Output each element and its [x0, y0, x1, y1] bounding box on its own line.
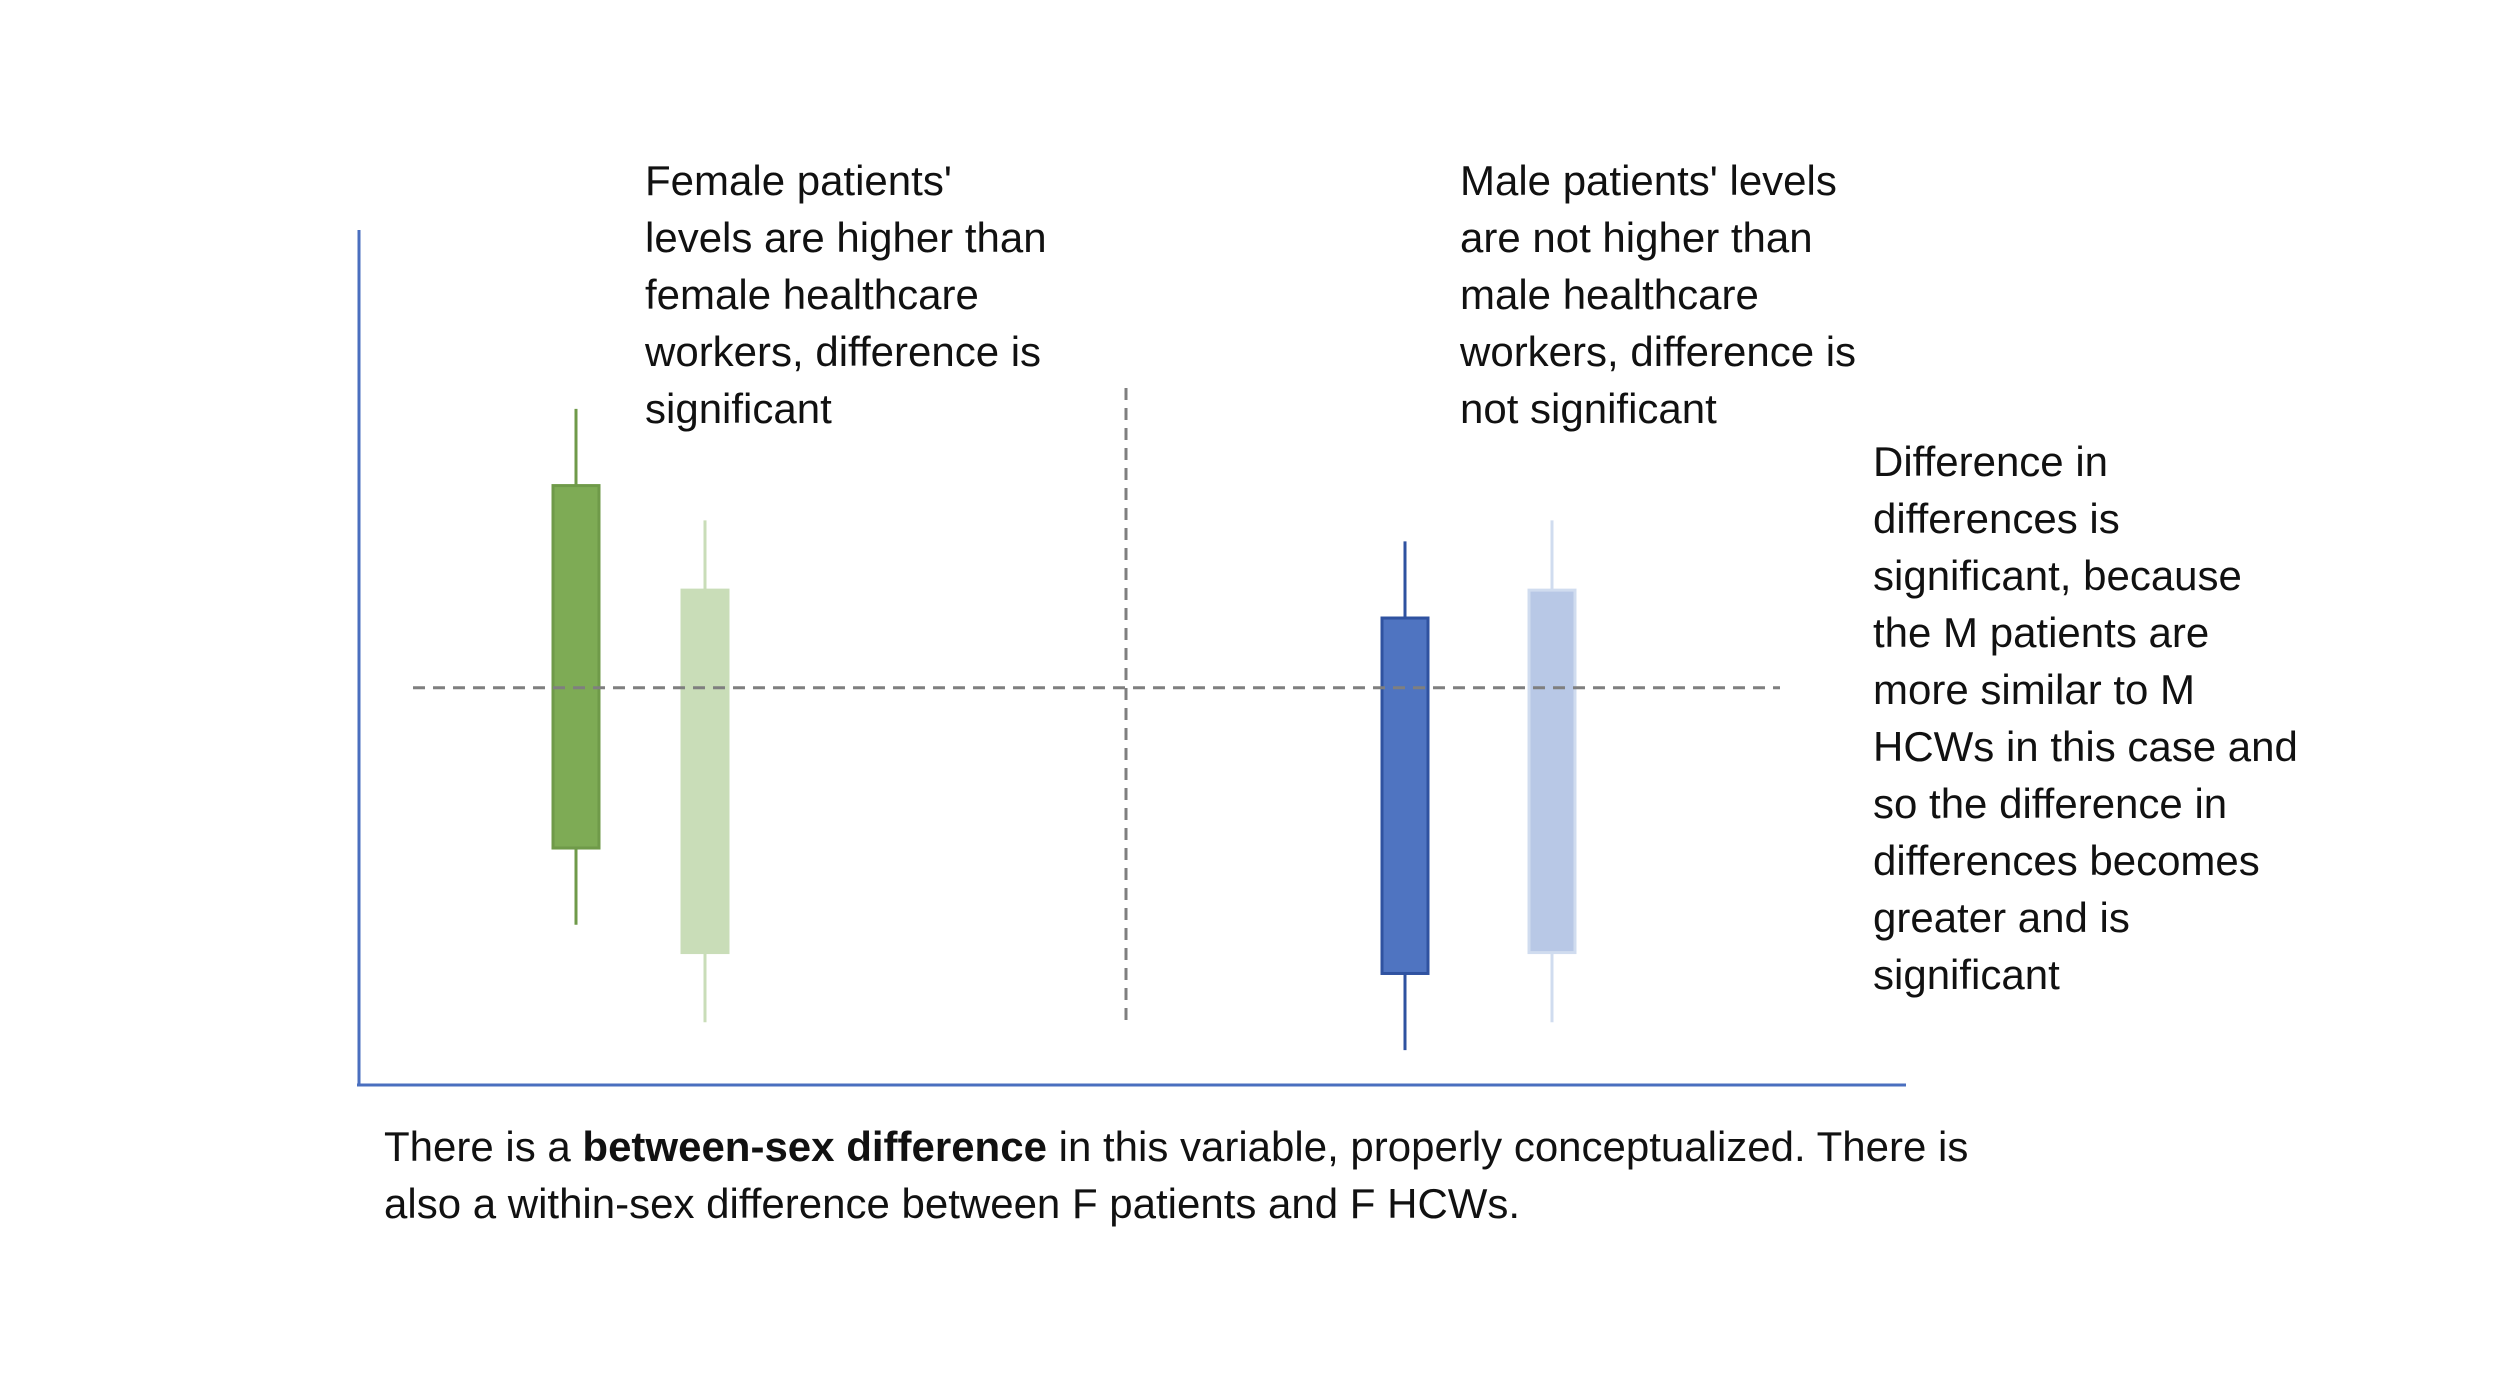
difference-annotation-line: more similar to M — [1873, 666, 2196, 713]
male-annotation-line: Male patients' levels — [1460, 157, 1837, 204]
difference-annotation-line: HCWs in this case and — [1873, 723, 2298, 770]
male-annotation-line: not significant — [1460, 385, 1717, 432]
difference-annotation-line: greater and is — [1873, 894, 2130, 941]
difference-annotation-line: Difference in — [1873, 438, 2109, 485]
difference-annotation-line: differences is — [1873, 495, 2120, 542]
caption: There is a between-sex difference in thi… — [384, 1118, 1968, 1232]
caption-emphasis: between-sex difference — [582, 1123, 1047, 1170]
female-annotation-line: Female patients' — [645, 157, 952, 204]
female-annotation-line: levels are higher than — [645, 214, 1047, 261]
male-patients-box — [1380, 616, 1430, 975]
female-patients-box — [551, 484, 601, 850]
difference-annotation: Difference in differences is significant… — [1873, 433, 2298, 1003]
female-annotation-line: significant — [645, 385, 832, 432]
caption-text: in this variable, properly conceptualize… — [1046, 1123, 1969, 1170]
female-annotation-line: workers, difference is — [645, 328, 1042, 375]
difference-annotation-line: differences becomes — [1873, 837, 2260, 884]
male-hcw-box — [1527, 588, 1577, 955]
box-plots — [551, 408, 1577, 1051]
male-annotation-line: workers, difference is — [1460, 328, 1857, 375]
male-annotation-line: male healthcare — [1460, 271, 1759, 318]
difference-annotation-line: the M patients are — [1873, 609, 2210, 656]
female-annotation-line: female healthcare — [645, 271, 979, 318]
female-annotation: Female patients' levels are higher than … — [645, 152, 1047, 437]
caption-line-1: There is a between-sex difference in thi… — [384, 1118, 1968, 1175]
difference-annotation-line: significant, because — [1873, 552, 2242, 599]
difference-annotation-line: so the difference in — [1873, 780, 2228, 827]
caption-text: There is a — [384, 1123, 583, 1170]
female-hcw-box — [680, 588, 730, 955]
caption-line-2: also a within-sex difference between F p… — [384, 1180, 1521, 1227]
difference-annotation-line: significant — [1873, 951, 2060, 998]
male-annotation-line: are not higher than — [1460, 214, 1813, 261]
male-annotation: Male patients' levels are not higher tha… — [1460, 152, 1856, 437]
